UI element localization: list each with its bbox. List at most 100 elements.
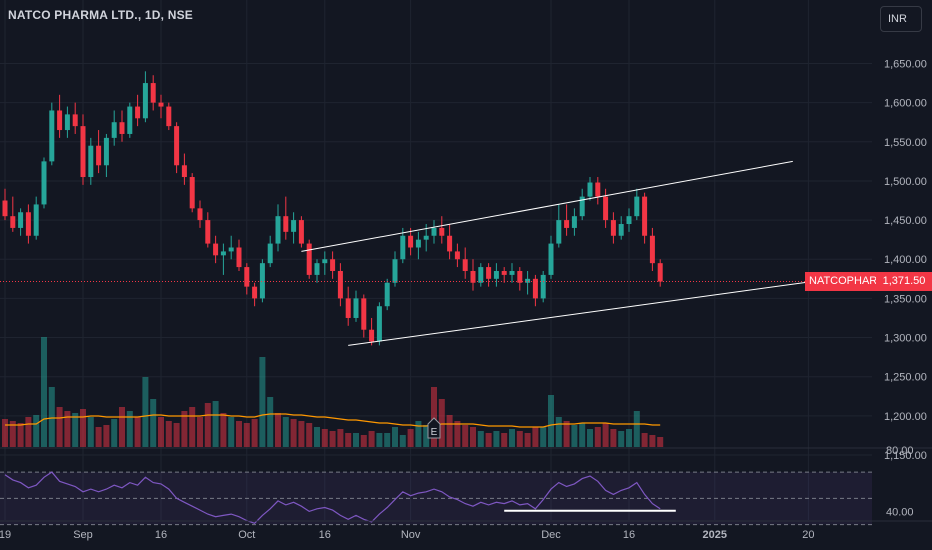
candle-body[interactable]: [454, 251, 460, 260]
candle-body[interactable]: [228, 247, 234, 252]
candle-body[interactable]: [2, 200, 8, 217]
candle-body[interactable]: [595, 182, 601, 197]
candle-body[interactable]: [189, 177, 195, 209]
candle-body[interactable]: [486, 267, 492, 279]
candle-body[interactable]: [657, 263, 663, 282]
candle-body[interactable]: [158, 102, 164, 107]
candle-body[interactable]: [283, 216, 289, 232]
candle-body[interactable]: [610, 220, 616, 236]
candle-body[interactable]: [275, 216, 281, 244]
candle-body[interactable]: [267, 243, 273, 264]
candle-body[interactable]: [618, 224, 624, 236]
candle-body[interactable]: [135, 106, 141, 119]
candle-body[interactable]: [291, 220, 297, 232]
candle-body[interactable]: [150, 83, 156, 103]
candle-body[interactable]: [25, 212, 31, 236]
candle-body[interactable]: [603, 196, 609, 221]
candle-body[interactable]: [33, 204, 39, 236]
candle-body[interactable]: [548, 243, 554, 275]
candle-body[interactable]: [64, 114, 70, 131]
time-tick-label: Dec: [541, 529, 561, 541]
candle-body[interactable]: [509, 270, 515, 275]
candle-body[interactable]: [322, 259, 328, 264]
volume-bar: [626, 429, 632, 447]
candle-body[interactable]: [174, 126, 180, 166]
candle-body[interactable]: [345, 298, 351, 318]
candle-body[interactable]: [556, 220, 562, 244]
candle-body[interactable]: [103, 137, 109, 166]
candle-body[interactable]: [41, 161, 47, 205]
candle-body[interactable]: [431, 227, 437, 236]
candle-body[interactable]: [361, 298, 367, 330]
earnings-marker-icon[interactable]: [427, 417, 441, 439]
candle-body[interactable]: [197, 208, 203, 221]
candle-body[interactable]: [447, 235, 453, 252]
candle-body[interactable]: [306, 243, 312, 275]
candle-body[interactable]: [252, 286, 258, 299]
candle-body[interactable]: [119, 122, 125, 134]
candle-body[interactable]: [10, 216, 16, 228]
candle-body[interactable]: [571, 216, 577, 228]
volume-bar: [9, 421, 16, 447]
candle-body[interactable]: [127, 106, 133, 134]
candle-body[interactable]: [392, 259, 398, 283]
candle-body[interactable]: [470, 270, 476, 283]
candle-body[interactable]: [376, 306, 382, 342]
candle-body[interactable]: [181, 165, 187, 178]
volume-bar: [290, 419, 297, 447]
candle-body[interactable]: [337, 270, 343, 299]
candle-body[interactable]: [259, 263, 265, 299]
candle-body[interactable]: [96, 145, 102, 166]
candle-body[interactable]: [49, 110, 55, 162]
candle-body[interactable]: [634, 196, 640, 217]
candle-body[interactable]: [205, 220, 211, 244]
candle-body[interactable]: [587, 182, 593, 197]
candle-body[interactable]: [626, 216, 632, 225]
candle-body[interactable]: [213, 243, 219, 256]
candle-body[interactable]: [564, 220, 570, 228]
candle-body[interactable]: [298, 220, 304, 244]
candle-body[interactable]: [642, 196, 648, 236]
volume-bar: [181, 411, 188, 447]
candle-body[interactable]: [649, 235, 655, 264]
candle-body[interactable]: [478, 267, 484, 283]
candle-body[interactable]: [415, 239, 421, 248]
candle-body[interactable]: [18, 212, 24, 228]
currency-button[interactable]: INR: [880, 6, 922, 32]
candle-body[interactable]: [330, 259, 336, 271]
candle-body[interactable]: [423, 235, 429, 240]
candle-body[interactable]: [314, 263, 320, 275]
candle-body[interactable]: [384, 282, 390, 307]
candle-body[interactable]: [400, 235, 406, 260]
trend-channel-line[interactable]: [348, 278, 832, 346]
candle-body[interactable]: [462, 259, 468, 271]
volume-bar: [540, 427, 547, 447]
candle-body[interactable]: [72, 114, 78, 127]
candle-body[interactable]: [579, 196, 585, 217]
candle-body[interactable]: [525, 278, 531, 283]
candle-body[interactable]: [369, 329, 375, 342]
rsi-tick-label: 80.00: [886, 445, 914, 457]
volume-bar: [189, 407, 196, 447]
candle-body[interactable]: [142, 83, 148, 119]
candle-body[interactable]: [353, 298, 359, 318]
candle-body[interactable]: [532, 278, 538, 299]
candle-body[interactable]: [111, 122, 117, 138]
candle-body[interactable]: [493, 270, 499, 279]
candle-body[interactable]: [236, 247, 242, 268]
candle-body[interactable]: [408, 235, 414, 248]
candle-body[interactable]: [501, 270, 507, 275]
candle-body[interactable]: [57, 110, 63, 131]
candle-body[interactable]: [439, 227, 445, 236]
candle-body[interactable]: [517, 270, 523, 283]
candle-body[interactable]: [220, 251, 226, 256]
candle-body[interactable]: [540, 274, 546, 299]
candle-body[interactable]: [80, 126, 86, 178]
candle-body[interactable]: [166, 106, 172, 127]
price-tick-label: 1,500.00: [884, 176, 927, 188]
candle-body[interactable]: [88, 145, 94, 178]
trend-channel-line[interactable]: [301, 160, 793, 252]
candle-body[interactable]: [244, 267, 250, 287]
